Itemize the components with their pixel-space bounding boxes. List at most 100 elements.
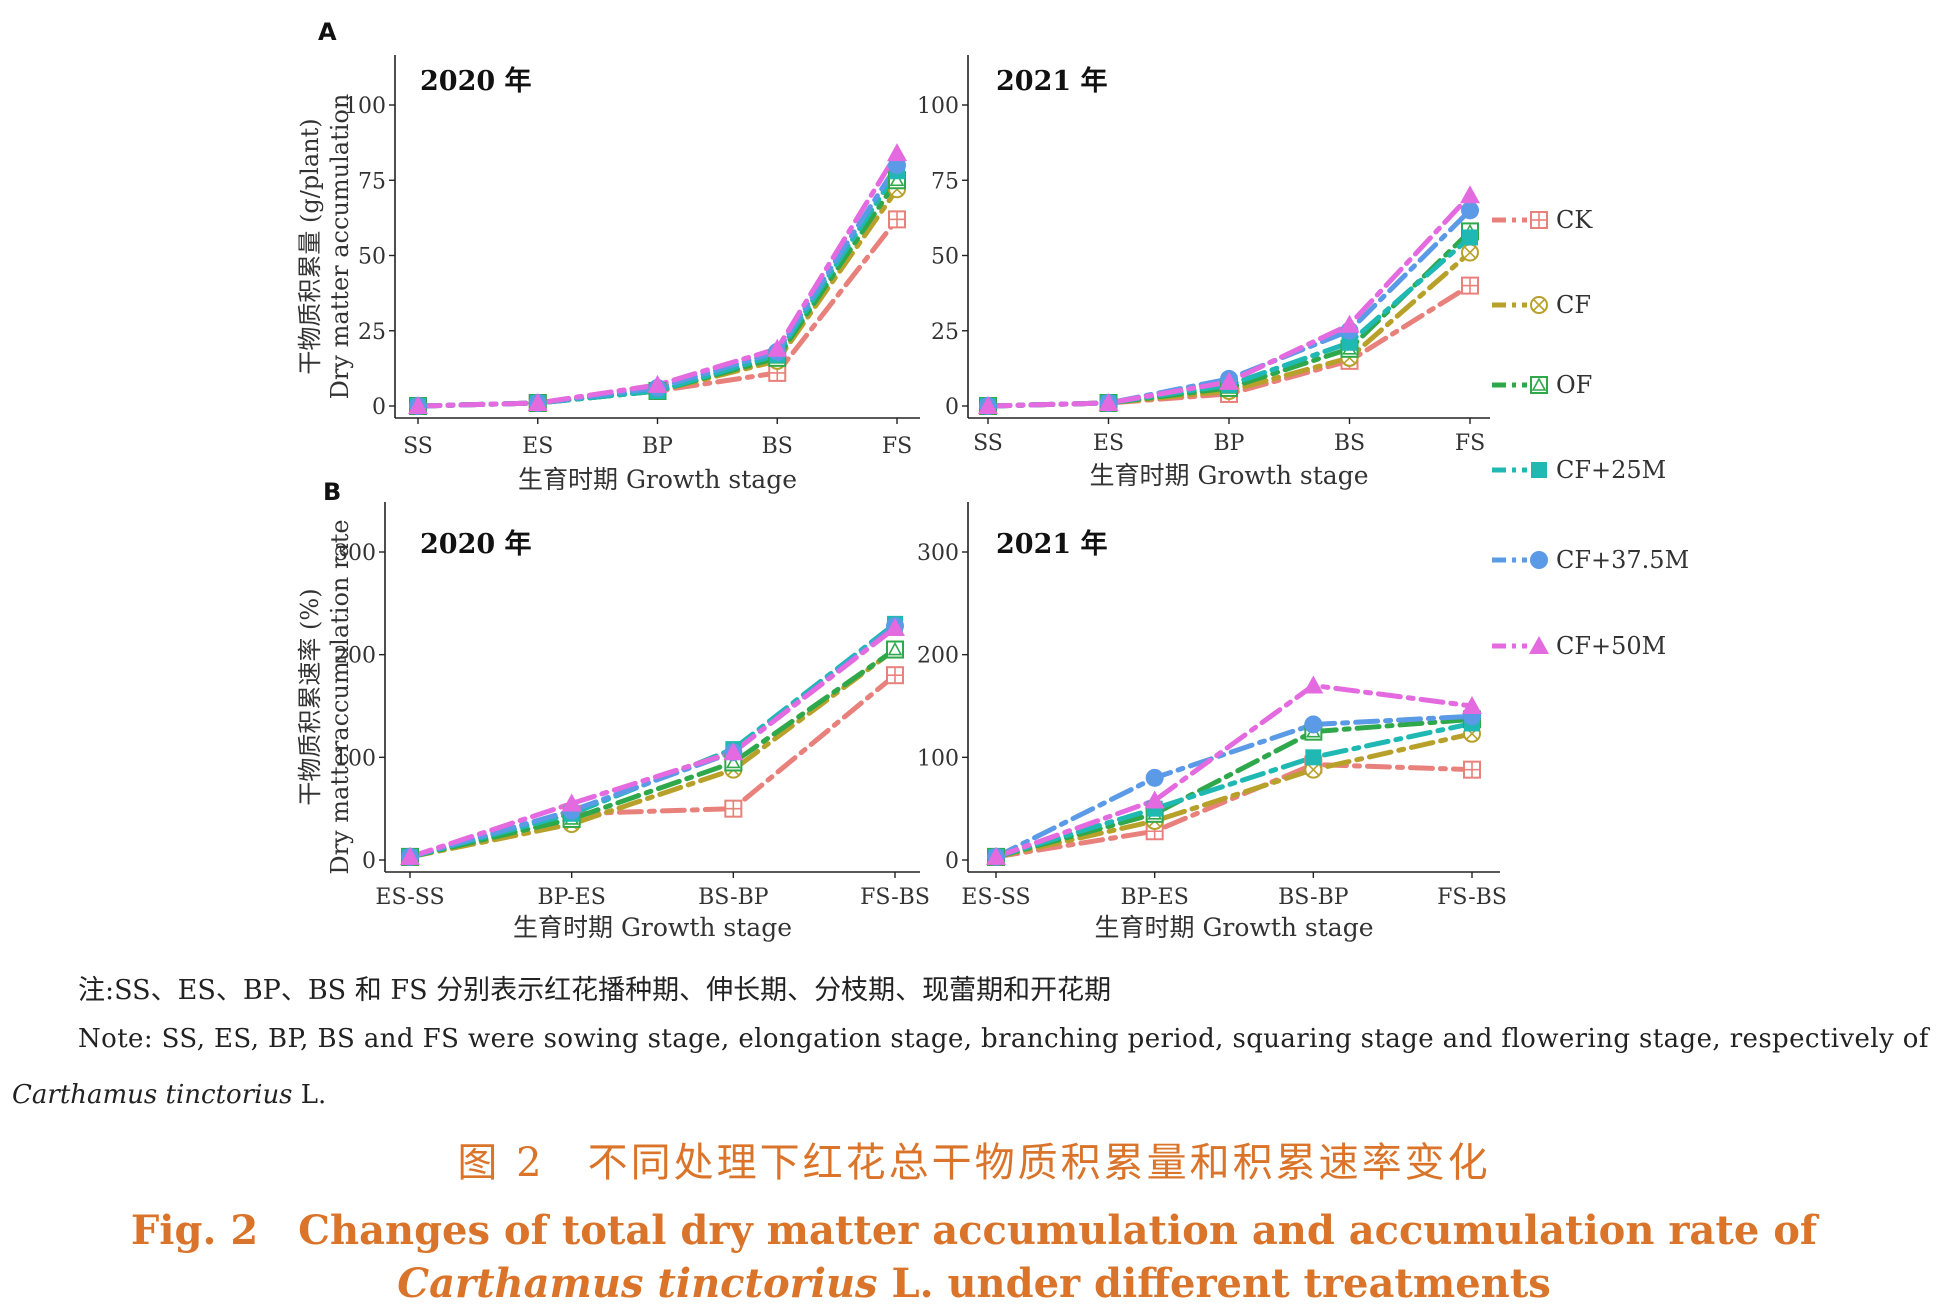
data-point-CF+50M [1144,790,1165,809]
series-line-CF+50M [415,150,900,409]
data-point-OF [886,640,904,659]
y-tick-label: 0 [945,395,959,420]
x-axis-label: 生育时期 Growth stage [518,465,797,494]
legend: CK CF OF CF+25M CF+37.5M CF+50M [1492,206,1689,660]
legend-label: CF [1556,291,1591,319]
data-point-CF+50M [1339,314,1360,333]
y-tick-label: 50 [358,245,386,270]
y-tick-label: 75 [358,169,386,194]
y-tick-label: 50 [931,245,959,270]
note-english-species: Carthamus tinctorius L. [12,1080,326,1110]
data-point-CF+50M [887,143,907,162]
data-point-CK [886,666,904,685]
species-name: Carthamus tinctorius [12,1080,293,1110]
x-tick-label: FS-BS [860,885,930,910]
legend-marker [1529,636,1549,654]
y-tick-label: 300 [917,541,959,566]
legend-marker [1531,462,1547,478]
x-tick-label: FS [882,434,912,459]
data-point-CF+50M [527,392,548,411]
series-line-CF [993,731,1475,860]
legend-item: CF+37.5M [1492,546,1689,574]
caption-species-name: Carthamus tinctorius [397,1260,878,1307]
panel-title: 2021 年 [996,528,1108,560]
y-axis-label-zh: 干物质积累量 (g/plant) [296,118,324,374]
data-point-CF+50M [1098,392,1119,411]
x-tick-label: ES-SS [961,885,1030,910]
y-tick-label: 200 [917,644,959,669]
data-point-CF [1461,243,1479,262]
x-tick-label: ES [1093,431,1124,456]
panel-title: 2020 年 [420,528,532,560]
series-line-OF [993,716,1475,860]
data-point-CF+25M [1305,749,1322,766]
y-tick-label: 25 [358,320,386,345]
x-tick-label: BP [642,434,673,459]
data-point-CF+50M [561,793,582,812]
x-tick-label: BP-ES [537,885,605,910]
data-point-CF+50M [408,396,428,414]
data-point-CF+50M [978,396,998,414]
panel-4: 0 100 200 300 ES-SS BP-ES BS-BP FS-BS 2021 年生育时期… [917,502,1507,942]
data-point-CF+50M [1303,675,1324,694]
data-point-CK [888,210,906,229]
data-point-CF+50M [647,374,668,393]
y-axis-label-en: Dry matteraccumulation rate [326,519,354,874]
figure-caption-english-line2: Carthamus tinctorius L. under different … [0,1260,1948,1307]
series-line-CF+25M [993,720,1475,860]
x-tick-label: BS-BP [698,885,769,910]
legend-item: CK [1492,206,1593,234]
data-point-CK [1461,276,1479,295]
x-tick-label: FS-BS [1437,885,1507,910]
legend-item: CF+50M [1492,632,1666,660]
series-line-CF [415,186,900,409]
x-tick-label: FS [1455,431,1485,456]
y-tick-label: 300 [334,541,376,566]
legend-item: OF [1492,371,1592,399]
data-point-CF+50M [723,742,744,761]
series-line-CF+37.5M [993,713,1475,860]
series-line-CF+25M [407,621,898,860]
x-axis-label: 生育时期 Growth stage [1095,913,1374,942]
y-axis-label-en: Dry matter accumulation [326,94,354,400]
x-tick-label: BP-ES [1120,885,1188,910]
x-tick-label: SS [973,431,1003,456]
y-axis-label-zh: 干物质积累速率 (%) [296,588,324,805]
data-point-CF+50M [400,846,420,865]
x-tick-label: ES [522,434,553,459]
panel-3: 0 100 200 300 ES-SS BP-ES BS-BP FS-BS 2020 年生育时期… [296,478,930,942]
data-point-CF+37.5M [1145,768,1164,787]
legend-label: CF+25M [1556,456,1666,484]
legend-label: CF+37.5M [1556,546,1689,574]
series-line-CF+50M [993,682,1475,860]
series-line-OF [407,647,898,860]
note-chinese: 注:SS、ES、BP、BS 和 FS 分别表示红花播种期、伸长期、分枝期、现蕾期… [78,975,1112,1006]
x-tick-label: BP [1214,431,1245,456]
data-point-CF+50M [1219,371,1239,390]
y-tick-label: 75 [931,169,959,194]
y-tick-label: 200 [334,644,376,669]
panel-letter: A [318,18,337,46]
y-tick-label: 0 [372,395,386,420]
data-point-CF+50M [885,617,905,636]
data-point-CF+50M [1462,696,1482,714]
legend-item: CF [1492,291,1591,319]
data-point-CF [1304,760,1323,779]
data-point-CF+25M [1462,229,1478,246]
y-tick-label: 25 [931,320,959,345]
legend-item: CF+25M [1492,456,1666,484]
legend-marker [1530,551,1548,569]
x-tick-label: ES-SS [375,885,444,910]
series-line-CF [407,647,898,860]
data-point-CK [724,799,743,818]
legend-marker [1530,211,1548,229]
data-point-CF+37.5M [1461,201,1479,220]
data-point-CF+50M [767,338,788,357]
species-suffix: L. [292,1080,327,1110]
data-point-CF+37.5M [1304,715,1323,734]
legend-marker [1530,296,1548,314]
series-line-CF+37.5M [407,623,898,860]
